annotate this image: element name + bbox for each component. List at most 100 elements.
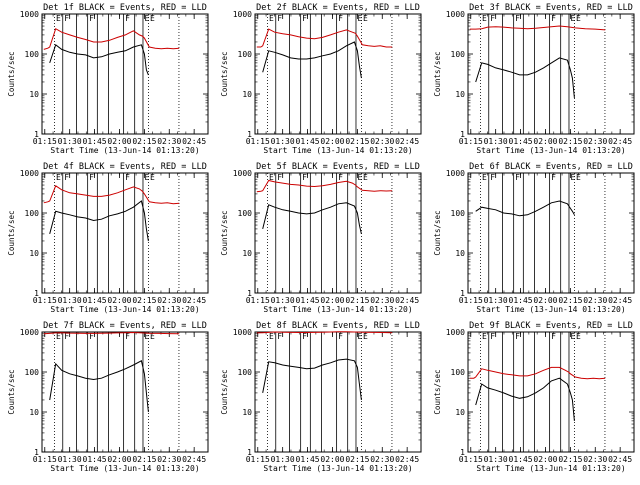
interval-marker-label: F	[64, 14, 69, 23]
plot-frame	[41, 331, 209, 453]
x-tick-label: 01:45	[296, 137, 320, 146]
x-tick-label: 02:30	[583, 137, 607, 146]
x-tick-label: 01:30	[271, 455, 295, 464]
interval-marker-label: F	[551, 332, 556, 341]
y-tick-label: 10	[242, 408, 252, 417]
y-tick-label: 10	[242, 249, 252, 258]
series-lld-line	[43, 331, 180, 335]
series-lld-line	[43, 27, 180, 50]
x-tick-label: 01:45	[509, 137, 533, 146]
interval-marker-label: F	[89, 14, 94, 23]
x-tick-label: 02:30	[157, 137, 181, 146]
y-axis-label: Counts/sec	[7, 369, 16, 414]
interval-marker-label: E	[56, 173, 61, 182]
x-tick-label: 02:30	[157, 296, 181, 305]
y-tick-label: 100	[451, 50, 466, 59]
y-tick-label: 1	[460, 130, 465, 139]
x-tick-label: 01:45	[83, 137, 107, 146]
x-tick-label: 01:15	[459, 455, 483, 464]
x-tick-label: 02:45	[608, 296, 632, 305]
interval-marker-label: F	[89, 173, 94, 182]
plot-frame	[41, 172, 209, 294]
y-tick-label: 1000	[20, 328, 39, 337]
y-tick-label: 1	[34, 289, 39, 298]
plot-frame	[467, 13, 635, 135]
interval-marker-label: F	[89, 332, 94, 341]
interval-marker-label: E	[144, 332, 149, 341]
x-tick-label: 01:15	[246, 455, 270, 464]
x-tick-label: 01:45	[296, 296, 320, 305]
x-tick-label: 01:30	[271, 296, 295, 305]
y-tick-label: 100	[238, 50, 253, 59]
interval-marker-label: E	[576, 332, 581, 341]
interval-marker-label: E	[269, 14, 274, 23]
x-tick-label: 01:30	[484, 137, 508, 146]
panel-title: Det 7f BLACK = Events, RED = LLD	[43, 321, 207, 331]
x-axis-label: Start Time (13-Jun-14 01:13:20)	[263, 146, 412, 155]
y-tick-label: 10	[455, 249, 465, 258]
x-tick-label: 01:45	[509, 455, 533, 464]
x-tick-label: 01:45	[509, 296, 533, 305]
y-tick-label: 1	[34, 448, 39, 457]
series-lld-line	[256, 28, 393, 48]
x-tick-label: 01:45	[296, 455, 320, 464]
interval-marker-label: F	[338, 14, 343, 23]
x-tick-label: 02:00	[320, 455, 344, 464]
interval-marker-label: F	[302, 173, 307, 182]
y-tick-label: 1000	[233, 328, 252, 337]
x-tick-label: 01:30	[484, 296, 508, 305]
y-tick-label: 100	[238, 209, 253, 218]
interval-marker-label: E	[150, 332, 155, 341]
x-tick-label: 01:30	[58, 455, 82, 464]
interval-marker-label: E	[56, 332, 61, 341]
y-tick-label: 10	[29, 90, 39, 99]
panel-title: Det 9f BLACK = Events, RED = LLD	[469, 321, 633, 331]
x-tick-label: 02:15	[132, 137, 156, 146]
y-tick-label: 1	[460, 448, 465, 457]
plot-frame	[254, 13, 422, 135]
interval-marker-label: F	[277, 173, 282, 182]
x-tick-label: 02:15	[132, 455, 156, 464]
interval-marker-label: E	[570, 332, 575, 341]
interval-marker-label: F	[515, 332, 520, 341]
x-tick-label: 02:00	[533, 137, 557, 146]
series-lld-line	[43, 185, 180, 205]
x-tick-label: 02:00	[320, 137, 344, 146]
x-tick-label: 02:30	[157, 455, 181, 464]
y-tick-label: 10	[455, 408, 465, 417]
y-axis-label: Counts/sec	[220, 51, 229, 96]
x-tick-label: 02:15	[345, 455, 369, 464]
interval-marker-label: E	[357, 14, 362, 23]
x-tick-label: 01:30	[58, 137, 82, 146]
y-axis-label: Counts/sec	[433, 369, 442, 414]
panel-title: Det 6f BLACK = Events, RED = LLD	[469, 162, 633, 172]
interval-marker-label: E	[363, 14, 368, 23]
x-tick-label: 01:15	[33, 296, 57, 305]
series-events-line	[475, 200, 575, 217]
interval-marker-label: F	[551, 14, 556, 23]
x-tick-label: 01:15	[33, 455, 57, 464]
x-tick-label: 02:30	[583, 455, 607, 464]
interval-marker-label: F	[64, 173, 69, 182]
x-axis-label: Start Time (13-Jun-14 01:13:20)	[50, 464, 199, 473]
x-tick-label: 02:15	[558, 296, 582, 305]
interval-marker-label: E	[570, 14, 575, 23]
y-tick-label: 1000	[233, 169, 252, 178]
x-tick-label: 01:45	[83, 455, 107, 464]
interval-marker-label: E	[357, 173, 362, 182]
y-axis-label: Counts/sec	[7, 51, 16, 96]
x-tick-label: 02:45	[608, 455, 632, 464]
panel-title: Det 3f BLACK = Events, RED = LLD	[469, 3, 633, 13]
x-tick-label: 01:15	[246, 296, 270, 305]
series-events-line	[49, 200, 149, 242]
y-axis-label: Counts/sec	[7, 210, 16, 255]
x-tick-label: 01:45	[83, 296, 107, 305]
series-lld-line	[256, 331, 393, 334]
x-tick-label: 01:15	[33, 137, 57, 146]
plot-frame	[254, 172, 422, 294]
